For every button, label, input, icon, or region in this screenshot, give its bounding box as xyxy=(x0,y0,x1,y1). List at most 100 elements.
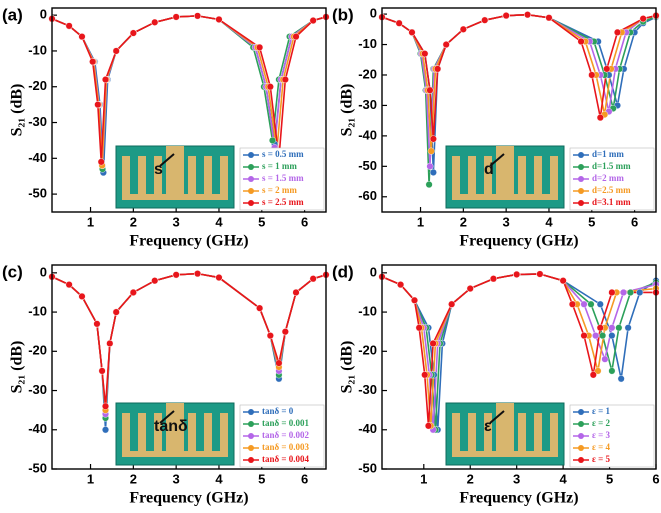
inset-pattern xyxy=(534,413,542,453)
plot-frame xyxy=(51,7,327,213)
legend-marker xyxy=(248,433,254,439)
marker xyxy=(172,13,180,21)
legend-label: d=1.5 mm xyxy=(592,161,631,171)
y-tick-label: -10 xyxy=(28,42,47,57)
marker xyxy=(619,288,627,296)
marker xyxy=(601,355,609,363)
marker xyxy=(102,76,110,84)
legend-label: ε = 3 xyxy=(592,430,610,440)
inset-pattern xyxy=(188,156,196,196)
marker xyxy=(309,275,317,283)
inset-label: tanδ xyxy=(154,418,188,435)
marker xyxy=(151,18,159,26)
inset-pattern xyxy=(518,156,526,196)
x-tick-label: 2 xyxy=(467,471,474,486)
marker xyxy=(636,288,644,296)
marker xyxy=(411,296,419,304)
marker xyxy=(424,422,432,430)
y-tick-label: 0 xyxy=(40,264,47,279)
series-line xyxy=(51,272,327,415)
y-tick-label: 0 xyxy=(40,7,47,22)
marker xyxy=(513,270,521,278)
marker xyxy=(536,270,544,278)
marker xyxy=(194,270,202,278)
legend-label: tanδ = 0.003 xyxy=(262,442,310,452)
marker xyxy=(429,168,437,176)
legend-marker xyxy=(248,176,254,182)
inset-pattern xyxy=(122,451,228,457)
y-tick-label: 0 xyxy=(370,264,377,279)
panel-label: (a) xyxy=(2,5,23,24)
series-line xyxy=(381,13,657,152)
marker xyxy=(448,300,456,308)
inset-pattern xyxy=(138,413,146,453)
x-tick-label: 1 xyxy=(417,214,424,229)
legend-marker xyxy=(248,188,254,194)
x-tick-label: 5 xyxy=(606,471,613,486)
x-tick-label: 6 xyxy=(631,214,638,229)
inset-pattern xyxy=(484,413,492,453)
legend-marker xyxy=(248,445,254,451)
inset-pattern xyxy=(122,156,130,196)
inset-label: ε xyxy=(484,418,492,435)
marker xyxy=(608,367,616,375)
x-tick-label: 5 xyxy=(588,214,595,229)
marker xyxy=(608,288,616,296)
y-tick-label: -30 xyxy=(28,114,47,129)
inset-pattern xyxy=(468,413,476,453)
panel: (b) 0 -10 -20 -30 -40 -50 -60 1 2 3 4 5 6 Frequency (G… xyxy=(332,5,660,250)
inset-pattern xyxy=(452,194,558,200)
legend-label: s = 2 mm xyxy=(262,185,297,195)
panel: (d) 0 -10 -20 -30 -40 -50 1 2 3 4 5 6 Frequency (GHz)… xyxy=(332,262,660,506)
x-axis-label: Frequency (GHz) xyxy=(129,233,248,250)
marker xyxy=(481,16,489,24)
marker xyxy=(599,332,607,340)
marker xyxy=(256,43,264,51)
legend-marker xyxy=(578,152,584,158)
legend-marker xyxy=(578,421,584,427)
legend-marker xyxy=(578,176,584,182)
marker xyxy=(587,300,595,308)
legend-marker xyxy=(248,152,254,158)
marker xyxy=(281,328,289,336)
x-tick-label: 3 xyxy=(173,214,180,229)
x-tick-label: 4 xyxy=(215,214,223,229)
plot-frame xyxy=(381,7,657,213)
x-tick-label: 1 xyxy=(87,214,94,229)
legend-marker xyxy=(578,200,584,206)
marker xyxy=(194,12,202,20)
legend-label: tanδ = 0 xyxy=(262,406,294,416)
y-tick-label: -60 xyxy=(358,188,377,203)
y-tick-label: -40 xyxy=(28,421,47,436)
inset-pattern xyxy=(452,156,460,196)
y-axis-label: S₂₁ (dB) xyxy=(9,341,26,394)
marker xyxy=(397,281,405,289)
legend-marker xyxy=(248,421,254,427)
marker xyxy=(524,11,532,19)
y-tick-label: -20 xyxy=(358,66,377,81)
inset-label: d xyxy=(484,161,494,178)
marker xyxy=(502,12,510,20)
panel: (c) 0 -10 -20 -30 -40 -50 1 2 3 4 5 6 Frequency (GHz)… xyxy=(2,262,330,507)
x-tick-label: 3 xyxy=(173,471,180,486)
marker xyxy=(608,324,616,332)
y-tick-label: -40 xyxy=(28,150,47,165)
legend-label: d=2.5 mm xyxy=(592,185,631,195)
inset-pattern xyxy=(496,146,514,198)
legend-label: ε = 2 xyxy=(592,418,610,428)
marker xyxy=(459,25,467,33)
y-tick-label: -40 xyxy=(358,127,377,142)
x-tick-label: 2 xyxy=(130,471,137,486)
y-tick-label: -10 xyxy=(358,36,377,51)
marker xyxy=(102,426,110,434)
marker xyxy=(151,277,159,285)
legend-marker xyxy=(578,457,584,463)
marker xyxy=(395,19,403,27)
y-tick-label: -20 xyxy=(28,343,47,358)
marker xyxy=(256,304,264,312)
marker xyxy=(617,375,625,383)
legend-label: d=1 mm xyxy=(592,149,624,159)
marker xyxy=(426,162,434,170)
marker xyxy=(129,288,137,296)
